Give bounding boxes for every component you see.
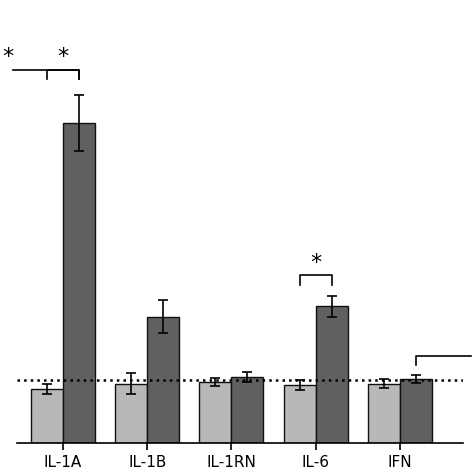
Bar bbox=[231, 377, 264, 443]
Text: *: * bbox=[57, 47, 69, 67]
Bar bbox=[400, 379, 432, 443]
Bar bbox=[147, 317, 179, 443]
Bar bbox=[283, 385, 316, 443]
Bar bbox=[200, 382, 231, 443]
Text: *: * bbox=[3, 47, 14, 67]
Bar bbox=[31, 389, 63, 443]
Bar bbox=[316, 306, 347, 443]
Bar bbox=[368, 383, 400, 443]
Bar bbox=[63, 123, 95, 443]
Bar bbox=[115, 383, 147, 443]
Text: *: * bbox=[310, 253, 321, 273]
